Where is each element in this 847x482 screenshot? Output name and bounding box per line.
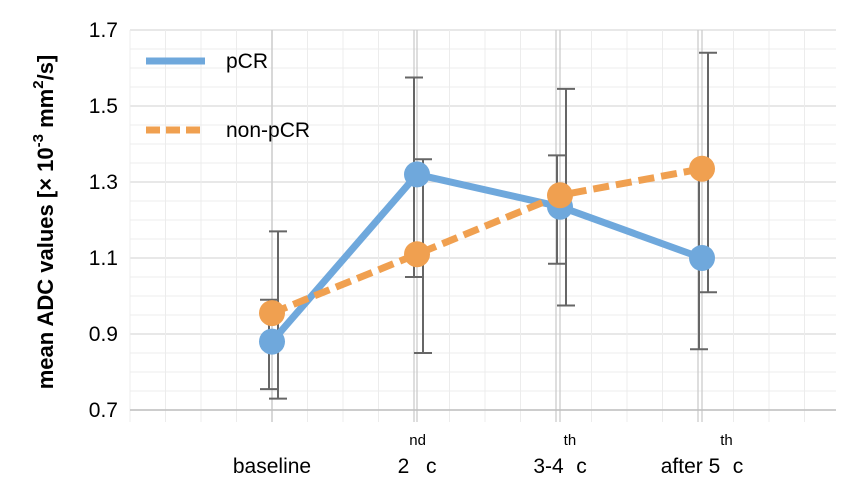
data-point-non-pCR	[689, 155, 715, 182]
x-tick-label: baseline	[233, 455, 311, 478]
data-point-pCR	[689, 245, 715, 271]
legend-label-non-pCR: non-pCR	[226, 119, 310, 142]
y-tick-label: 1.1	[89, 247, 118, 270]
y-axis-label: mean ADC values [× 10-3 mm2/s]	[30, 55, 58, 390]
data-point-pCR	[404, 161, 430, 188]
y-tick-labels: 0.7 0.9 1.1 1.3 1.5 1.7	[89, 19, 118, 422]
y-tick-label: 1.7	[89, 19, 118, 42]
y-tick-label: 0.9	[89, 323, 118, 346]
series-line-non-pCR	[270, 165, 703, 317]
series-markers	[259, 155, 715, 355]
y-tick-label: 0.7	[89, 399, 118, 422]
y-tick-label: 1.5	[89, 95, 118, 118]
x-tick-label: 3-4thc	[533, 432, 586, 478]
data-point-non-pCR	[547, 182, 573, 209]
data-point-non-pCR	[259, 300, 285, 327]
legend: pCR non-pCR	[146, 50, 310, 142]
data-point-pCR	[259, 328, 285, 355]
x-tick-label: 2ndc	[398, 432, 437, 478]
x-tick-labels: baseline 2ndc 3-4thc after 5thc	[233, 432, 743, 478]
grid-lines	[129, 29, 836, 422]
series-line-pCR	[269, 170, 704, 344]
y-tick-label: 1.3	[89, 171, 118, 194]
data-point-non-pCR	[404, 241, 430, 268]
legend-label-pCR: pCR	[226, 50, 268, 73]
x-tick-label: after 5thc	[661, 432, 744, 478]
series-lines	[269, 165, 704, 344]
